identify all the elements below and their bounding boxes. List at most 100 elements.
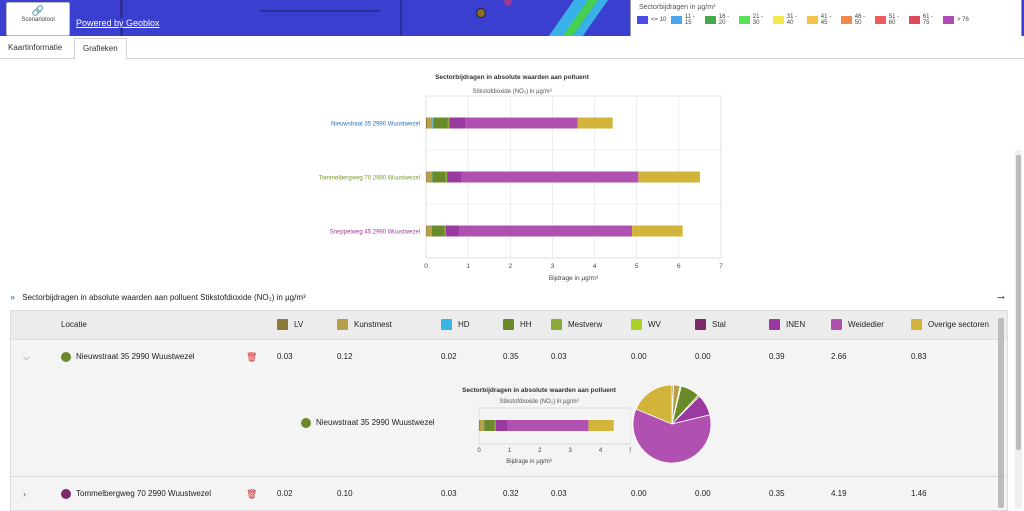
scenario-tool-label: Scenariotool [21, 17, 55, 23]
legend-swatch [671, 16, 682, 24]
location-cell: Nieuwstraat 35 2990 Wuustwezel [61, 340, 195, 374]
detail-location-name: Nieuwstraat 35 2990 Wuustwezel [316, 418, 435, 428]
chevron-down-icon[interactable]: ⌵ [23, 352, 30, 362]
bar-segment-kunstmest[interactable] [427, 117, 433, 129]
bar-segment-weidedier[interactable] [459, 225, 633, 237]
bar-segment-overige-sectoren[interactable] [577, 117, 613, 129]
header-label: Stal [712, 320, 726, 329]
legend-swatch [943, 16, 954, 24]
bar-segment-hh[interactable] [432, 171, 446, 183]
header-wv[interactable]: WV [631, 311, 661, 339]
header-kunstmest[interactable]: Kunstmest [337, 311, 392, 339]
bar-segment-mestverw[interactable] [447, 117, 450, 129]
header-lv[interactable]: LV [277, 311, 303, 339]
header-hh[interactable]: HH [503, 311, 532, 339]
x-axis-label: Bijdrage in µg/m³ [549, 275, 599, 282]
bar-segment-lv[interactable] [426, 117, 428, 129]
bar-segment-hh[interactable] [433, 117, 448, 129]
mini-bar-segment-lv[interactable] [479, 420, 480, 431]
x-tick-label: 5 [635, 263, 639, 270]
tab-bar: Kaartinformatie Grafieken [0, 38, 1024, 60]
legend-label: 46 - 50 [854, 14, 866, 26]
value-cell: 0.03 [551, 489, 567, 498]
bar-segment-hd[interactable] [431, 171, 433, 183]
mini-chart-title: Sectorbijdragen in absolute waarden aan … [462, 387, 617, 394]
bar-segment-kunstmest[interactable] [426, 225, 432, 237]
mini-bar-segment-mestverw[interactable] [494, 420, 496, 431]
map-legend: Sectorbijdragen in µg/m³ <= 10 11 - 15 16 … [630, 0, 1022, 36]
legend-label: 11 - 15 [684, 14, 695, 26]
bar-segment-overige-sectoren[interactable] [632, 225, 683, 237]
bar-segment-lv[interactable] [426, 171, 427, 183]
table-row[interactable]: ⌵ Nieuwstraat 35 2990 Wuustwezel 🗑 0.03 0… [11, 340, 1007, 375]
value-cell: 2.66 [831, 352, 847, 361]
header-overige-sectoren[interactable]: Overige sectoren [911, 311, 989, 339]
bar-segment-inen[interactable] [449, 117, 466, 129]
sector-color-swatch [337, 319, 348, 331]
value-cell: 0.83 [911, 352, 927, 361]
delete-icon[interactable]: 🗑 [246, 352, 258, 362]
delete-icon[interactable]: 🗑 [246, 489, 258, 499]
contribution-table: Locatie LV Kunstmest HD HH Mestverw WV Stal INE… [10, 310, 1008, 511]
detail-location: Nieuwstraat 35 2990 Wuustwezel [301, 418, 435, 428]
bar-segment-weidedier[interactable] [461, 171, 639, 183]
mini-bar-chart: Sectorbijdragen in absolute waarden aan … [461, 384, 633, 472]
chevron-right-icon[interactable]: › [23, 489, 26, 499]
scenario-tool-button[interactable]: 🔗 Scenariotool [6, 2, 70, 36]
header-hd[interactable]: HD [441, 311, 470, 339]
mini-bar-segment-overige-sectoren[interactable] [588, 420, 614, 431]
tab-kaartinformatie[interactable]: Kaartinformatie [8, 43, 63, 52]
powered-by-link[interactable]: Powered by Geoblox [76, 18, 160, 28]
mini-bar-segment-weidedier[interactable] [507, 420, 589, 431]
mini-bar-segment-kunstmest[interactable] [479, 420, 484, 431]
mini-x-tick-label: 0 [477, 448, 481, 454]
value-cell: 0.32 [503, 489, 519, 498]
header-label: Kunstmest [354, 320, 392, 329]
legend-label: 41 - 45 [820, 14, 832, 26]
bar-segment-kunstmest[interactable] [426, 171, 432, 183]
bar-segment-inen[interactable] [447, 171, 462, 183]
bar-segment-hd[interactable] [432, 117, 434, 129]
page-scrollbar-thumb[interactable] [1016, 155, 1021, 450]
header-stal[interactable]: Stal [695, 311, 726, 339]
header-inen[interactable]: INEN [769, 311, 805, 339]
legend-label: 61 - 75 [922, 14, 934, 26]
bar-segment-lv[interactable] [426, 225, 427, 237]
sector-contribution-chart: Sectorbijdragen in absolute waarden aan … [300, 68, 740, 283]
map-view[interactable]: 🔗 Scenariotool Powered by Geoblox Sector… [0, 0, 1024, 36]
bar-segment-weidedier[interactable] [465, 117, 578, 129]
pie-svg [632, 384, 712, 464]
legend-item: 21 - 30 [739, 14, 771, 26]
legend-label: > 76 [957, 17, 969, 23]
header-weidedier[interactable]: Weidedier [831, 311, 884, 339]
mini-bar-segment-hd[interactable] [483, 420, 485, 431]
sector-color-swatch [695, 319, 706, 331]
legend-item: 11 - 15 [671, 14, 703, 26]
table-row[interactable]: › Tommelbergweg 70 2990 Wuustwezel 🗑 0.0… [11, 477, 1007, 510]
mini-chart-subtitle: Stikstofdioxide (NO₂) in µg/m³ [499, 399, 578, 405]
legend-label: 31 - 40 [786, 14, 798, 26]
bar-segment-hh[interactable] [431, 225, 445, 237]
y-category-label: Tommelbergweg 70 2990 Wuustwezel [319, 176, 420, 182]
bar-segment-overige-sectoren[interactable] [638, 171, 700, 183]
export-icon[interactable]: ⭢ [997, 292, 1005, 303]
mini-chart-svg: Sectorbijdragen in absolute waarden aan … [462, 387, 633, 465]
map-marker[interactable] [504, 0, 512, 6]
header-locatie: Locatie [61, 320, 87, 329]
mini-bar-segment-inen[interactable] [495, 420, 508, 431]
tab-grafieken[interactable]: Grafieken [74, 38, 127, 60]
header-label: Weidedier [848, 320, 884, 329]
bar-segment-mestverw[interactable] [444, 225, 446, 237]
value-cell: 0.00 [631, 489, 647, 498]
bar-segment-hd[interactable] [431, 225, 432, 237]
collapse-chevron-icon[interactable]: » [10, 292, 16, 302]
map-marker[interactable] [476, 8, 486, 18]
table-scrollbar[interactable] [998, 318, 1004, 508]
bar-segment-inen[interactable] [445, 225, 460, 237]
bar-segment-mestverw[interactable] [445, 171, 448, 183]
header-mestverw[interactable]: Mestverw [551, 311, 602, 339]
pie-slice-weidedier[interactable] [632, 408, 712, 464]
header-label: Mestverw [568, 320, 603, 329]
pie-slice-overige-sectoren[interactable] [635, 384, 673, 425]
mini-bar-segment-hh[interactable] [484, 420, 495, 431]
